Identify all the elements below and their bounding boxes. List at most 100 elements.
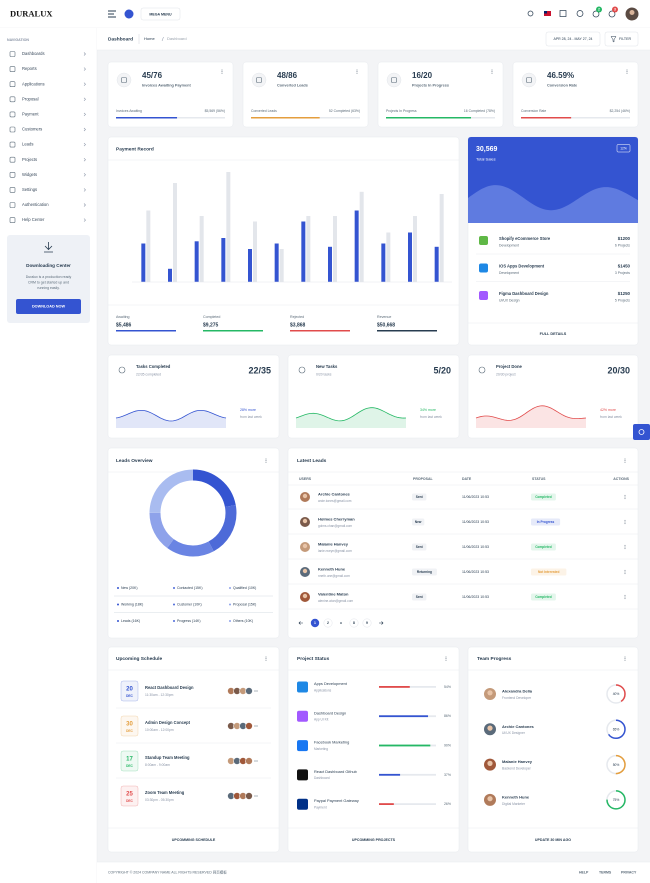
nav-icon (9, 202, 16, 208)
more-icon[interactable] (624, 569, 626, 571)
pagination-next[interactable] (379, 621, 384, 625)
label[interactable]: DOWNLOAD NOW (32, 305, 66, 309)
card-link[interactable]: UPDATE 30 MIN AGO (535, 838, 571, 842)
label: Latest Leads (297, 458, 327, 464)
more-icon[interactable] (265, 656, 267, 658)
label[interactable]: FILTER (619, 37, 632, 41)
chevron (83, 188, 86, 192)
more-icon[interactable] (624, 460, 626, 462)
breadcrumb-link[interactable]: Home (144, 36, 155, 41)
nav-item[interactable]: Customers (22, 127, 42, 132)
page-number[interactable]: 9 (366, 621, 368, 625)
label: Upcoming Schedule (116, 656, 162, 662)
flag-icon[interactable] (544, 11, 551, 16)
theme-icon[interactable] (576, 10, 584, 17)
more-icon[interactable] (626, 71, 628, 73)
label[interactable]: APR 28, 24 - MAY 27, 24 (554, 37, 593, 41)
label: Completed (535, 495, 552, 499)
card-link[interactable]: FULL DETAILS (540, 332, 567, 336)
settings-fab[interactable] (633, 424, 650, 440)
app-icon[interactable] (124, 9, 134, 19)
total-bar (413, 216, 417, 282)
page-number[interactable]: 1 (314, 621, 316, 625)
bell-icon[interactable] (592, 10, 600, 18)
summary-bar (203, 330, 263, 332)
date-range-button[interactable] (545, 31, 601, 47)
more-icon[interactable] (221, 71, 223, 73)
more-icon[interactable] (265, 458, 267, 460)
card-link[interactable]: UPCOMMING SCHEDULE (172, 838, 216, 842)
more-icon[interactable] (491, 71, 493, 73)
more-icon[interactable] (626, 72, 628, 74)
nav-item[interactable]: Payment (22, 112, 39, 117)
nav-item[interactable]: Widgets (22, 172, 37, 177)
more-icon[interactable] (624, 461, 626, 463)
download-button[interactable] (16, 299, 81, 314)
filter-button[interactable] (604, 31, 639, 47)
more-icon[interactable] (624, 573, 626, 575)
more-icon[interactable] (356, 72, 358, 74)
more-icon[interactable] (624, 523, 626, 525)
card-link[interactable]: UPCOMMING PROJECTS (352, 838, 396, 842)
more-icon[interactable] (624, 494, 626, 496)
nav-item[interactable]: Authentication (22, 202, 49, 207)
page-button[interactable] (310, 618, 320, 628)
more-icon[interactable] (491, 69, 493, 71)
fullscreen-icon[interactable] (559, 10, 567, 17)
more-icon[interactable] (265, 658, 267, 660)
total-bar (279, 249, 284, 282)
more-icon[interactable] (445, 659, 447, 661)
page-button[interactable] (323, 618, 333, 628)
more-icon[interactable] (265, 461, 267, 463)
label: 34% more (420, 408, 436, 412)
more-icon[interactable] (221, 69, 223, 71)
more-icon[interactable] (491, 72, 493, 74)
more-icon[interactable] (624, 496, 626, 498)
nav-item[interactable]: Help Center (22, 217, 45, 222)
footer-link[interactable]: PRIVACY (621, 870, 637, 874)
nav-item[interactable]: Proposal (22, 96, 39, 101)
pagination-prev[interactable] (298, 621, 303, 625)
bell-icon[interactable] (608, 10, 616, 18)
footer-link[interactable]: TERMS (599, 870, 612, 874)
more-icon[interactable] (624, 571, 626, 573)
more-icon[interactable] (265, 659, 267, 661)
more-icon[interactable] (624, 521, 626, 523)
search-icon[interactable] (527, 10, 534, 17)
nav-item[interactable]: Projects (22, 157, 37, 162)
footer-link[interactable]: HELP (579, 870, 589, 874)
more-icon[interactable] (445, 656, 447, 658)
more-icon[interactable] (624, 498, 626, 500)
page-number[interactable]: 2 (327, 621, 329, 625)
more-icon[interactable] (624, 548, 626, 550)
more-icon[interactable] (265, 460, 267, 462)
more-icon[interactable] (624, 656, 626, 658)
nav-item[interactable]: Reports (22, 66, 37, 71)
more-icon[interactable] (356, 69, 358, 71)
nav-item[interactable]: Dashboards (22, 51, 45, 56)
more-icon[interactable] (624, 458, 626, 460)
more-icon[interactable] (624, 544, 626, 546)
page-button[interactable] (349, 618, 359, 628)
label[interactable]: MEGA MENU (149, 12, 172, 16)
more-icon[interactable] (624, 598, 626, 600)
more-icon[interactable] (624, 594, 626, 596)
more-icon[interactable] (624, 658, 626, 660)
more-icon[interactable] (624, 519, 626, 521)
page-number[interactable]: 8 (353, 621, 355, 625)
more-icon[interactable] (626, 69, 628, 71)
nav-item[interactable]: Applications (22, 81, 45, 86)
more-icon[interactable] (624, 596, 626, 598)
chevron (83, 157, 86, 162)
stat-value: 48/86 (277, 71, 298, 80)
mega-menu-button[interactable] (140, 7, 181, 21)
more-icon[interactable] (624, 546, 626, 548)
page-button[interactable] (362, 618, 372, 628)
more-icon[interactable] (356, 71, 358, 73)
more-icon[interactable] (445, 658, 447, 660)
nav-item[interactable]: Leads (22, 142, 33, 147)
nav-item[interactable]: Settings (22, 187, 37, 192)
more-icon[interactable] (624, 659, 626, 661)
card (467, 354, 639, 439)
more-icon[interactable] (221, 72, 223, 74)
